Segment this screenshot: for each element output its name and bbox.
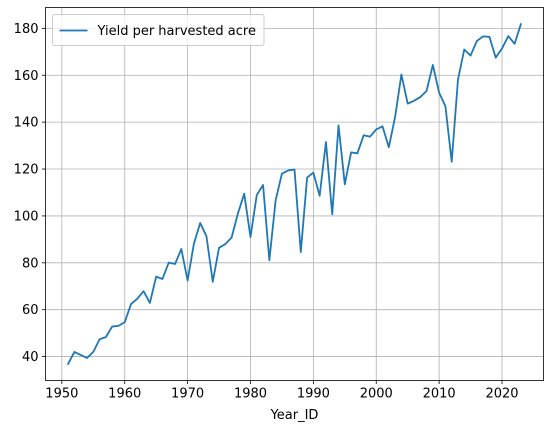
y-tick-label-80: 80 xyxy=(22,256,39,271)
x-tick-label-1960: 1960 xyxy=(108,387,141,402)
legend-label-yield-per-harvested-acre: Yield per harvested acre xyxy=(97,24,256,39)
x-axis-ticks: 1950 1960 1970 1980 1990 2000 2010 2020 xyxy=(45,380,519,402)
legend-box xyxy=(52,14,265,46)
x-tick-label-1990: 1990 xyxy=(297,387,330,402)
y-tick-label-120: 120 xyxy=(14,163,39,178)
series-line-group xyxy=(66,23,522,366)
legend: Yield per harvested acre xyxy=(52,14,265,46)
y-tick-label-140: 140 xyxy=(14,116,39,131)
x-tick-label-2000: 2000 xyxy=(360,387,393,402)
y-axis-ticks: 40 60 80 100 120 140 160 180 xyxy=(14,22,46,365)
y-tick-label-40: 40 xyxy=(22,350,39,365)
x-tick-label-2010: 2010 xyxy=(423,387,456,402)
x-tick-label-2020: 2020 xyxy=(485,387,518,402)
plot-area-frame xyxy=(45,7,544,381)
y-tick-label-160: 160 xyxy=(14,69,39,84)
y-tick-label-60: 60 xyxy=(22,303,39,318)
x-tick-label-1970: 1970 xyxy=(171,387,204,402)
x-tick-label-1950: 1950 xyxy=(45,387,78,402)
y-tick-label-180: 180 xyxy=(14,22,39,37)
series-line-0 xyxy=(66,23,522,366)
x-axis-label: Year_ID xyxy=(270,408,319,423)
y-tick-label-100: 100 xyxy=(14,209,39,224)
x-tick-label-1980: 1980 xyxy=(234,387,267,402)
